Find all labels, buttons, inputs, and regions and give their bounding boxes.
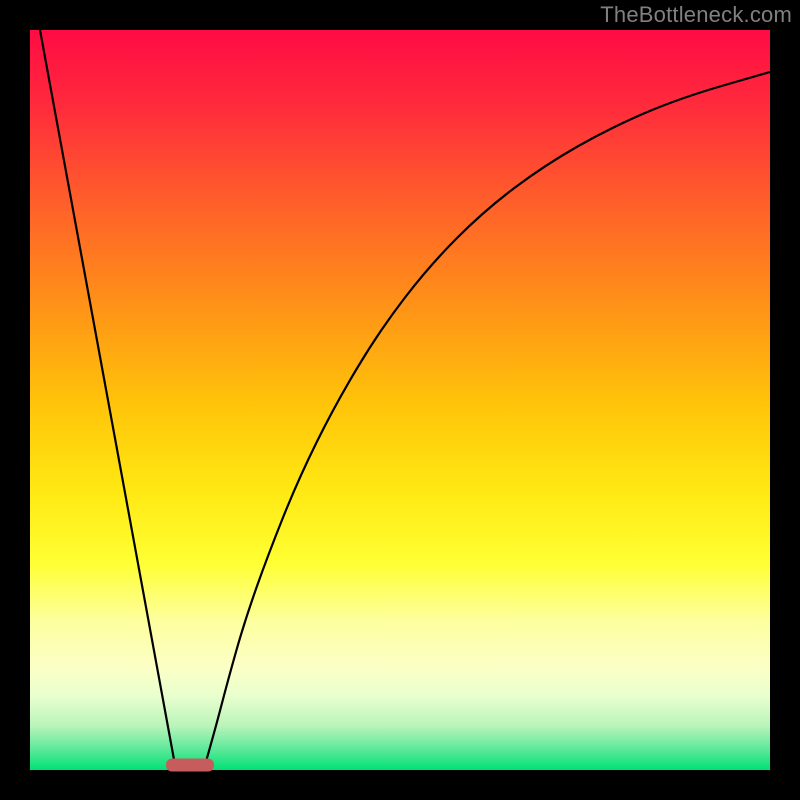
bottleneck-chart [0, 0, 800, 800]
chart-container: TheBottleneck.com [0, 0, 800, 800]
gradient-background [30, 30, 770, 770]
watermark-text: TheBottleneck.com [600, 2, 792, 28]
bottleneck-marker [166, 759, 214, 772]
